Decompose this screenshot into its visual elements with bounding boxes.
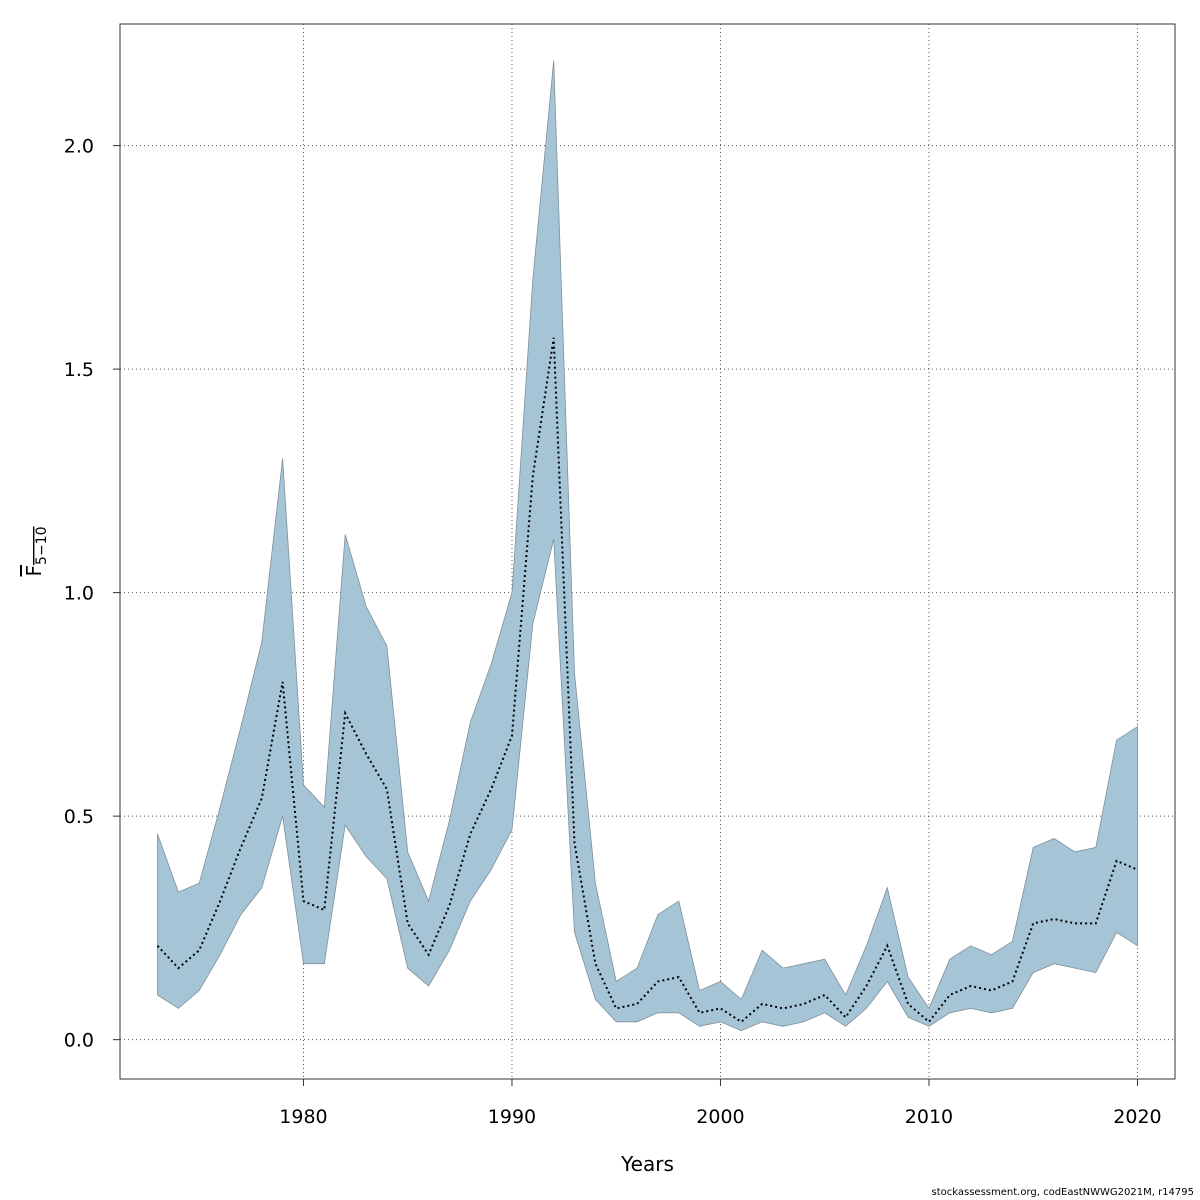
y-tick-label-1.5: 1.5 xyxy=(64,359,94,381)
x-tick-label-2020: 2020 xyxy=(1113,1106,1161,1128)
y-tick-label-0: 0.0 xyxy=(64,1030,94,1052)
x-tick-label-2010: 2010 xyxy=(905,1106,953,1128)
credit-text: stockassessment.org, codEastNWWG2021M, r… xyxy=(931,1187,1194,1198)
x-tick-label-1990: 1990 xyxy=(488,1106,536,1128)
axes: 1980 1990 2000 2010 2020 0.0 0.5 1.0 1.5 2.0 xyxy=(64,136,1162,1128)
y-tick-label-1: 1.0 xyxy=(64,583,94,605)
x-tick-label-1980: 1980 xyxy=(279,1106,327,1128)
y-axis-title: F5−10 xyxy=(22,527,50,577)
y-axis-title-main: F xyxy=(22,565,46,577)
y-tick-label-0.5: 0.5 xyxy=(64,806,94,828)
x-tick-label-2000: 2000 xyxy=(696,1106,744,1128)
estimate-line xyxy=(156,337,1138,1024)
confidence-band xyxy=(157,60,1138,1032)
y-tick-label-2: 2.0 xyxy=(64,136,94,158)
y-axis-title-subscript: 5−10 xyxy=(34,527,50,565)
plot-frame xyxy=(119,23,1176,1080)
x-axis-title: Years xyxy=(620,1152,674,1176)
